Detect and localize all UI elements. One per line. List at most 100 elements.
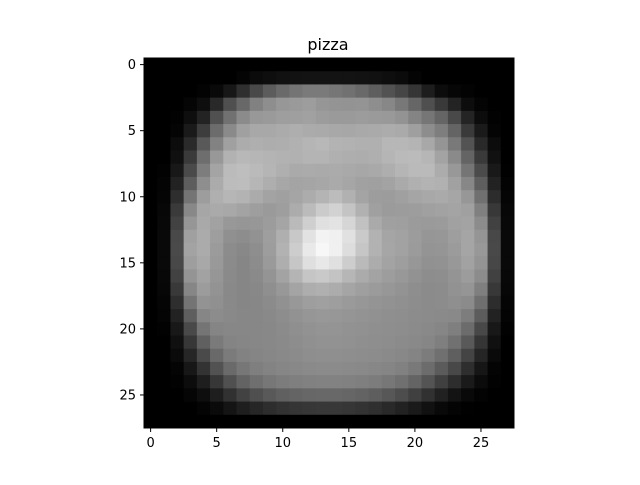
heatmap-cell: [170, 401, 185, 416]
heatmap-cell: [223, 295, 237, 310]
heatmap-cell: [434, 150, 449, 165]
heatmap-cell: [236, 216, 251, 231]
heatmap-cell: [355, 282, 370, 297]
heatmap-cell: [329, 97, 343, 112]
heatmap-cell: [262, 71, 277, 85]
heatmap-cell: [249, 375, 264, 389]
heatmap-cell: [421, 190, 436, 204]
heatmap-cell: [289, 388, 303, 402]
heatmap-cell: [315, 216, 330, 231]
heatmap-cell: [395, 110, 409, 125]
heatmap-cell: [487, 335, 502, 350]
heatmap-cell: [276, 295, 290, 310]
heatmap-cell: [210, 176, 224, 191]
heatmap-cell: [170, 137, 185, 151]
heatmap-cell: [157, 335, 171, 350]
heatmap-cell: [315, 375, 330, 389]
heatmap-cell: [368, 322, 383, 336]
heatmap-cell: [447, 124, 462, 138]
heatmap-cell: [500, 361, 515, 376]
heatmap-cell: [461, 84, 475, 99]
heatmap-cell: [355, 203, 370, 217]
heatmap-cell: [368, 414, 383, 429]
heatmap-cell: [262, 137, 277, 151]
heatmap-cell: [474, 190, 488, 204]
heatmap-cell: [170, 84, 185, 99]
heatmap-cell: [144, 388, 158, 402]
heatmap-cell: [408, 335, 422, 350]
heatmap-cell: [144, 401, 158, 416]
heatmap-cell: [381, 388, 396, 402]
x-tick-label: 5: [213, 436, 221, 451]
heatmap-cell: [210, 375, 224, 389]
heatmap-cell: [276, 243, 290, 257]
heatmap-cell: [500, 401, 515, 416]
heatmap-cell: [474, 71, 488, 85]
heatmap-cell: [434, 84, 449, 99]
heatmap-cell: [315, 58, 330, 72]
heatmap-cell: [408, 190, 422, 204]
heatmap-cell: [223, 176, 237, 191]
heatmap-cell: [315, 190, 330, 204]
heatmap-cell: [381, 124, 396, 138]
heatmap-cell: [210, 388, 224, 402]
heatmap-cell: [170, 150, 185, 165]
heatmap-cell: [395, 256, 409, 270]
heatmap-cell: [223, 414, 237, 429]
heatmap-cell: [355, 375, 370, 389]
heatmap-cell: [329, 322, 343, 336]
heatmap-cell: [289, 71, 303, 85]
heatmap-cell: [500, 216, 515, 231]
heatmap-cell: [329, 361, 343, 376]
heatmap-cell: [302, 216, 317, 231]
heatmap-cell: [223, 243, 237, 257]
heatmap-cell: [447, 150, 462, 165]
heatmap-cell: [342, 361, 356, 376]
heatmap-cell: [434, 58, 449, 72]
heatmap-cell: [447, 229, 462, 244]
heatmap-cell: [500, 110, 515, 125]
heatmap-cell: [223, 190, 237, 204]
heatmap-cell: [183, 322, 198, 336]
heatmap-cell: [408, 282, 422, 297]
heatmap-cell: [500, 295, 515, 310]
heatmap-cell: [315, 282, 330, 297]
heatmap-cell: [381, 414, 396, 429]
heatmap-cell: [342, 243, 356, 257]
heatmap-cell: [342, 110, 356, 125]
heatmap-cell: [421, 401, 436, 416]
heatmap-cell: [262, 124, 277, 138]
heatmap-cell: [395, 203, 409, 217]
heatmap-cell: [474, 309, 488, 323]
heatmap-cell: [236, 295, 251, 310]
heatmap-cell: [381, 110, 396, 125]
heatmap-cell: [329, 309, 343, 323]
heatmap-cell: [368, 295, 383, 310]
heatmap-cell: [474, 110, 488, 125]
heatmap-cell: [368, 97, 383, 112]
heatmap-cell: [236, 361, 251, 376]
heatmap-cell: [196, 282, 211, 297]
heatmap-cell: [329, 388, 343, 402]
heatmap-cell: [315, 137, 330, 151]
heatmap-cell: [210, 243, 224, 257]
heatmap-cell: [262, 361, 277, 376]
heatmap-cell: [447, 243, 462, 257]
heatmap-cell: [210, 190, 224, 204]
heatmap-cell: [381, 375, 396, 389]
heatmap-cell: [408, 84, 422, 99]
heatmap-cell: [381, 163, 396, 178]
heatmap-cell: [302, 190, 317, 204]
x-tick-label: 10: [274, 436, 291, 451]
heatmap-cell: [315, 269, 330, 284]
heatmap-cell: [421, 282, 436, 297]
heatmap-cell: [447, 58, 462, 72]
heatmap-cell: [434, 137, 449, 151]
heatmap-cell: [355, 163, 370, 178]
heatmap-cell: [381, 361, 396, 376]
heatmap-cell: [276, 71, 290, 85]
heatmap-cell: [447, 137, 462, 151]
heatmap-cell: [500, 190, 515, 204]
heatmap-cell: [500, 58, 515, 72]
heatmap-cell: [196, 229, 211, 244]
